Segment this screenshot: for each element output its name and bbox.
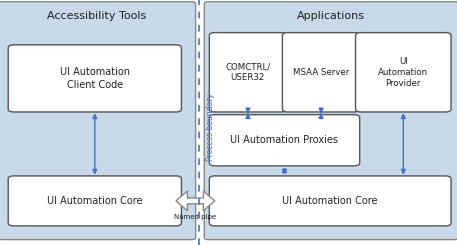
- Text: UI Automation Core: UI Automation Core: [282, 196, 378, 206]
- Text: Named pipe: Named pipe: [174, 214, 217, 220]
- FancyBboxPatch shape: [209, 33, 287, 112]
- FancyBboxPatch shape: [209, 115, 360, 166]
- Text: UI Automation Core: UI Automation Core: [47, 196, 143, 206]
- FancyBboxPatch shape: [0, 2, 196, 240]
- FancyBboxPatch shape: [209, 176, 451, 226]
- FancyBboxPatch shape: [356, 33, 451, 112]
- Polygon shape: [176, 191, 215, 211]
- Text: UI Automation
Client Code: UI Automation Client Code: [60, 67, 130, 90]
- FancyBboxPatch shape: [8, 176, 181, 226]
- FancyBboxPatch shape: [282, 33, 360, 112]
- Text: UI Automation Proxies: UI Automation Proxies: [230, 135, 339, 145]
- FancyBboxPatch shape: [204, 2, 457, 240]
- Text: MSAA Server: MSAA Server: [293, 68, 349, 77]
- Text: Process boundary: Process boundary: [206, 93, 215, 161]
- Text: Accessibility Tools: Accessibility Tools: [48, 11, 147, 21]
- Text: UI
Automation
Provider: UI Automation Provider: [378, 57, 428, 88]
- Text: COMCTRL/
USER32: COMCTRL/ USER32: [225, 62, 271, 82]
- Text: Applications: Applications: [298, 11, 365, 21]
- FancyBboxPatch shape: [8, 45, 181, 112]
